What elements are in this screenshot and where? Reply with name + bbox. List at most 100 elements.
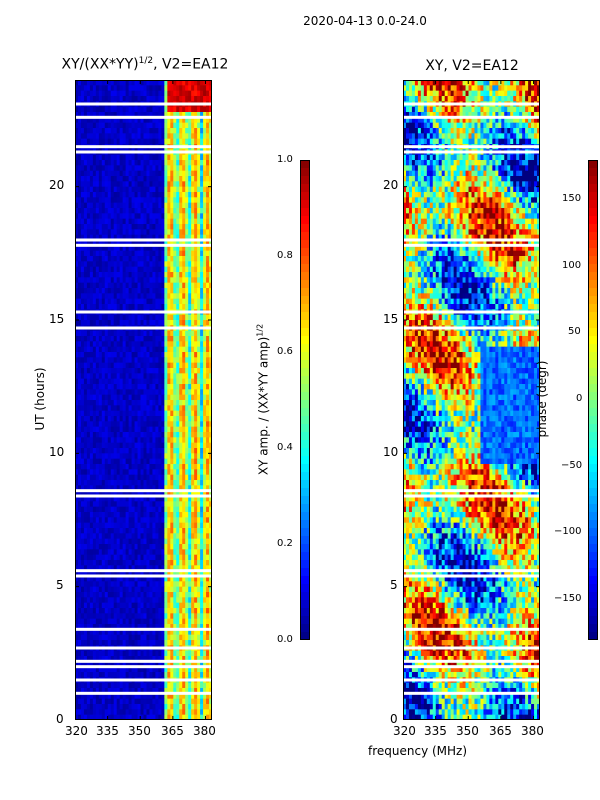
heatmap-cell [98,224,103,230]
heatmap-cell [161,437,165,444]
heatmap-cell [197,640,201,646]
heatmap-cell [209,474,212,481]
heatmap-cell [134,640,138,646]
heatmap-cell [131,218,135,225]
heatmap-cell [116,229,121,236]
heatmap-cell [75,234,79,241]
heatmap-cell [155,570,159,577]
heatmap-cell [194,117,198,124]
heatmap-cell [131,453,135,460]
heatmap-cell [176,336,180,342]
heatmap-cell [167,522,171,529]
heatmap-cell [137,650,141,657]
heatmap-cell [122,469,127,476]
heatmap-cell [203,90,207,97]
heatmap-cell [80,133,85,140]
heatmap-cell [161,202,165,209]
heatmap-cell [131,165,135,172]
heatmap-cell [143,352,147,358]
heatmap-cell [83,613,88,620]
heatmap-cell [80,202,85,209]
heatmap-cell [167,240,171,246]
heatmap-cell [206,554,210,561]
heatmap-cell [155,186,159,193]
heatmap-cell [149,138,153,145]
heatmap-cell [152,581,156,588]
heatmap-cell [122,656,127,662]
heatmap-cell [107,517,112,524]
heatmap-cell [107,469,112,476]
heatmap-cell [200,576,204,582]
heatmap-cell [152,437,156,444]
heatmap-cell [188,581,192,588]
heatmap-cell [77,442,82,449]
heatmap-cell [167,229,171,236]
heatmap-cell [128,458,132,465]
heatmap-cell [125,160,130,166]
heatmap-cell [92,368,97,374]
heatmap-cell [92,352,97,358]
heatmap-cell [95,613,100,620]
heatmap-cell [131,378,135,385]
heatmap-cell [110,96,115,102]
heatmap-cell [149,288,153,294]
heatmap-cell [128,405,132,412]
heatmap-cell [197,400,201,406]
heatmap-cell [155,250,159,257]
heatmap-cell [125,330,130,337]
heatmap-cell [110,314,115,321]
heatmap-cell [206,261,210,268]
heatmap-cell [80,432,85,438]
heatmap-cell [167,570,171,577]
heatmap-cell [209,224,212,230]
heatmap-cell [203,138,207,145]
heatmap-cell [188,634,192,641]
heatmap-cell [179,597,183,604]
heatmap-cell [75,192,79,198]
heatmap-cell [107,533,112,540]
heatmap-cell [167,517,171,524]
heatmap-cell [209,208,212,214]
heatmap-cell [75,224,79,230]
heatmap-cell [122,592,127,598]
heatmap-cell [143,245,147,252]
heatmap-cell [75,96,79,102]
heatmap-cell [116,288,121,294]
heatmap-cell [209,288,212,294]
heatmap-cell [89,106,94,113]
heatmap-cell [173,234,177,241]
heatmap-cell [137,245,141,252]
heatmap-cell [146,634,150,641]
heatmap-cell [134,565,138,572]
heatmap-cell [140,613,144,620]
heatmap-cell [110,528,115,534]
heatmap-cell [107,602,112,609]
heatmap-cell [200,432,204,438]
heatmap-cell [131,656,135,662]
heatmap-cell [125,170,130,177]
heatmap-cell [107,341,112,348]
heatmap-cell [119,560,124,566]
heatmap-cell [137,341,141,348]
heatmap-cell [170,362,174,369]
heatmap-cell [131,298,135,305]
heatmap-cell [152,165,156,172]
heatmap-cell [140,618,144,625]
heatmap-cell [131,90,135,97]
heatmap-cell [194,506,198,513]
heatmap-cell [173,389,177,396]
heatmap-cell [143,592,147,598]
heatmap-cell [101,378,106,385]
heatmap-cell [176,522,180,529]
heatmap-cell [140,117,144,124]
heatmap-cell [92,528,97,534]
heatmap-cell [131,437,135,444]
heatmap-cell [77,618,82,625]
heatmap-cell [146,176,150,182]
heatmap-cell [86,85,91,92]
heatmap-cell [122,533,127,540]
heatmap-cell [110,85,115,92]
heatmap-cell [194,650,198,657]
heatmap-cell [122,389,127,396]
heatmap-cell [95,640,100,646]
